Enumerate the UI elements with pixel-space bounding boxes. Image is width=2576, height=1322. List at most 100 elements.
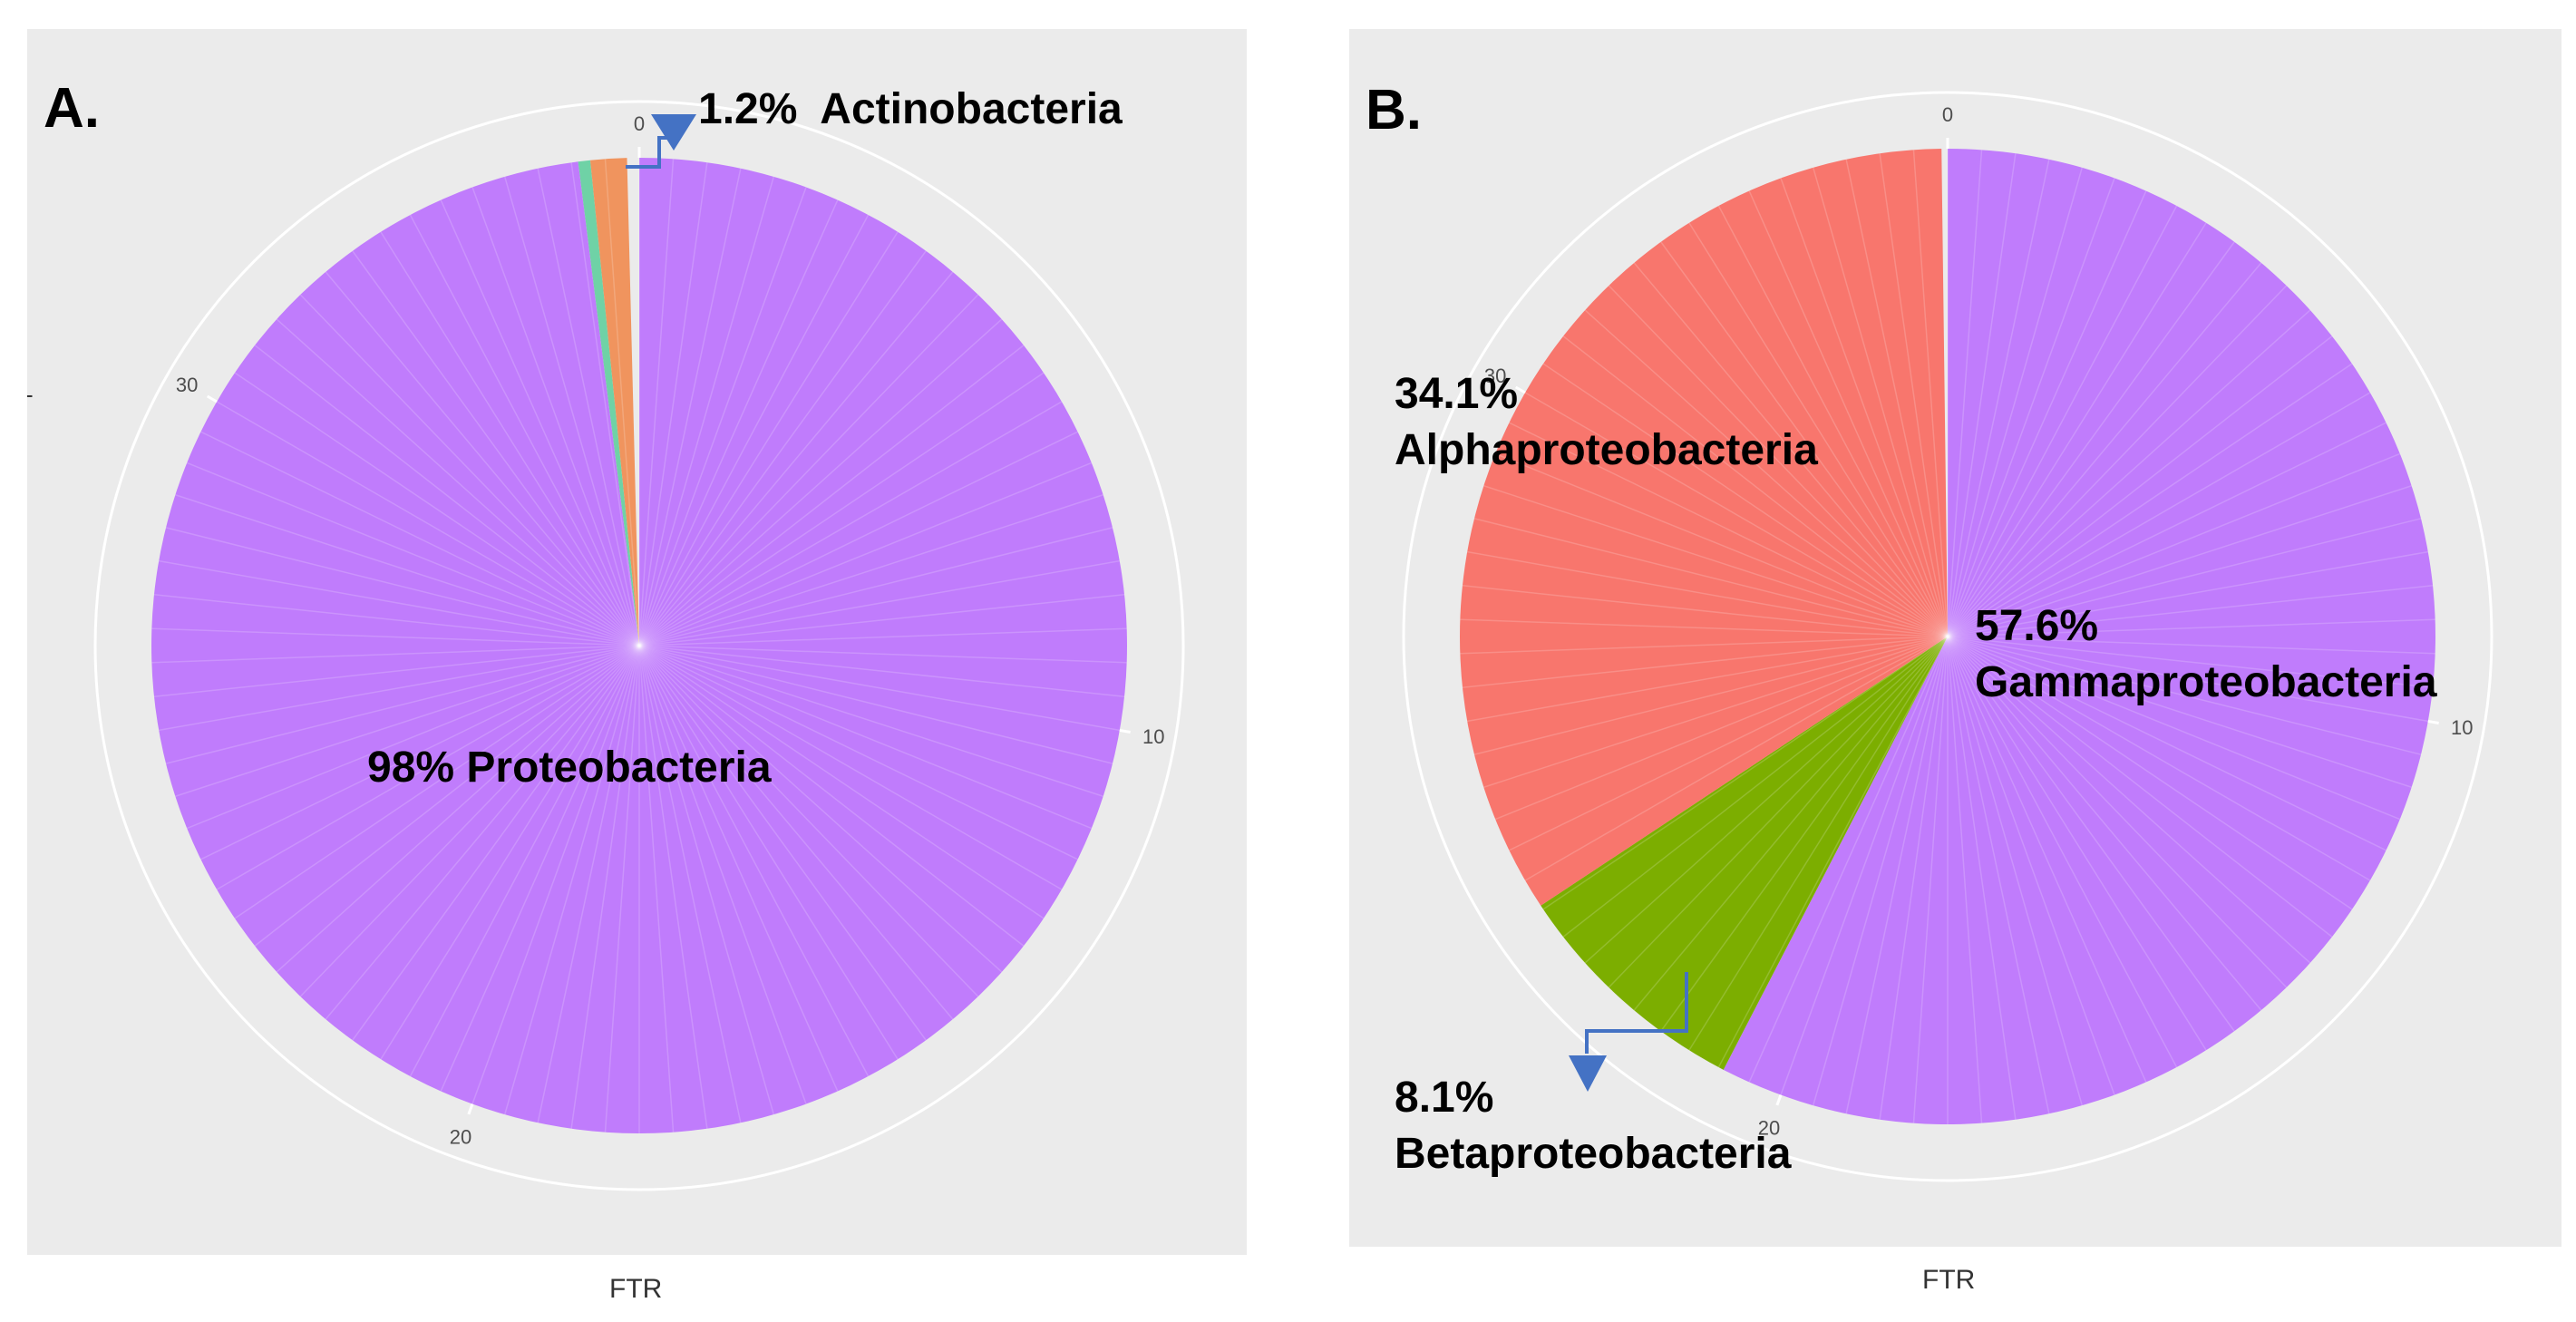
radial-spoke (638, 162, 708, 646)
radial-spoke (1947, 178, 2115, 637)
radial-spoke (1748, 190, 1949, 637)
radial-spoke (503, 176, 640, 646)
radial-spoke (638, 645, 870, 1077)
panel-a: 0 10 20 30 - A. 98% Proteobacteria 1.2% Act… (27, 29, 1247, 1255)
radial-spoke (638, 594, 1125, 646)
radial-spoke (1947, 636, 2235, 1032)
radial-spoke (638, 527, 1113, 646)
radial-spoke (1660, 241, 1949, 637)
radial-spoke (153, 594, 640, 646)
radial-spoke (638, 431, 1078, 646)
radial-spoke (1947, 636, 2147, 1083)
radial-spoke (151, 627, 640, 646)
radial-spoke (151, 645, 640, 664)
radial-spoke (1633, 636, 1949, 1011)
beta-name: Betaproteobacteria (1395, 1130, 1792, 1178)
radial-spoke (1473, 636, 1949, 755)
radial-spoke (503, 645, 640, 1115)
gamma-name: Gammaproteobacteria (1975, 658, 2437, 706)
radial-spoke (1912, 150, 1949, 637)
radial-spoke (1947, 636, 2412, 788)
radial-spoke (1688, 222, 1949, 637)
pie-slice-actinobacteria (590, 158, 639, 646)
radial-spoke (159, 645, 640, 732)
radial-spoke (1542, 363, 1949, 637)
radial-spoke (276, 645, 640, 973)
radial-spoke (1947, 636, 2333, 938)
radial-spoke (159, 559, 640, 646)
radial-spoke (1947, 636, 2262, 1011)
radial-spoke (1947, 222, 2207, 637)
radial-spoke (1947, 618, 2435, 637)
gamma-percent: 57.6% (1975, 602, 2099, 650)
beta-arrow-line (1585, 972, 1688, 1054)
actino-arrow-line (626, 136, 671, 169)
radial-tick-label: 10 (1142, 725, 1164, 748)
radial-tick-label: 30 (176, 374, 198, 396)
radial-spoke (1947, 241, 2235, 637)
radial-spoke (537, 645, 640, 1123)
radial-spoke (1947, 636, 2434, 688)
radial-spoke (409, 645, 640, 1077)
radial-spoke (1879, 153, 1949, 637)
radial-spoke (234, 645, 640, 919)
radial-spoke (1780, 636, 1949, 1095)
annotation-actinobacteria: 1.2% Actinobacteria (698, 85, 1123, 133)
radial-spoke (638, 250, 927, 646)
radial-spoke (1717, 205, 1949, 637)
x-axis-title-b: FTR (1922, 1265, 1976, 1295)
radial-spoke (175, 645, 640, 797)
radial-spoke (638, 199, 839, 646)
radial-spoke (380, 645, 640, 1060)
radial-tick-mark (467, 1103, 474, 1115)
radial-spoke (380, 231, 640, 646)
radial-spoke (1879, 636, 1949, 1120)
radial-spoke (1947, 285, 2288, 637)
radial-spoke (638, 645, 1025, 947)
alpha-percent: 34.1% (1395, 370, 1519, 418)
radial-spoke (537, 168, 640, 646)
radial-spoke (1562, 636, 1949, 938)
radial-spoke (200, 645, 640, 860)
radial-spoke (1947, 636, 2435, 655)
radial-spoke (1467, 636, 1949, 723)
radial-spoke (1947, 636, 2017, 1120)
radial-spoke (186, 462, 640, 646)
outer-grid-circle-b (1402, 91, 2493, 1182)
radial-spoke (216, 401, 640, 646)
radial-spoke (1608, 285, 1949, 637)
radial-spoke (1947, 636, 2311, 964)
radial-spoke (638, 401, 1063, 646)
radial-spoke (1947, 190, 2147, 637)
radial-spoke (1947, 159, 2050, 637)
radial-spoke (1947, 636, 2386, 851)
radial-spoke (638, 462, 1093, 646)
radial-spoke (638, 372, 1045, 646)
radial-tick-label: 10 (2451, 716, 2473, 739)
pie-slice-alphaproteobacteria (1460, 149, 1948, 906)
radial-spoke (299, 645, 640, 997)
radial-spoke (638, 645, 1113, 764)
radial-spoke (638, 645, 708, 1129)
annotation-proteobacteria: 98% Proteobacteria (367, 744, 772, 792)
beta-percent: 8.1% (1395, 1074, 1494, 1122)
radial-spoke (325, 645, 640, 1020)
radial-spoke (1947, 205, 2178, 637)
radial-spoke (234, 372, 640, 646)
radial-spoke (638, 645, 1125, 697)
radial-spoke (1748, 636, 1949, 1083)
radial-spoke (638, 645, 1103, 797)
radial-spoke (1947, 167, 2084, 637)
radial-spoke (1947, 636, 2288, 988)
radial-tick-mark (1514, 385, 1526, 394)
radial-spoke (1462, 636, 1949, 688)
radial-spoke (638, 645, 1120, 732)
actino-arrow-head (651, 114, 696, 151)
radial-spoke (638, 645, 1045, 919)
pie-slice-other (578, 160, 639, 646)
radial-spoke (1494, 636, 1949, 821)
radial-spoke (638, 645, 775, 1115)
radial-spoke (1542, 636, 1949, 910)
radial-tick-mark (206, 394, 218, 403)
radial-tick-label: 0 (634, 112, 645, 135)
